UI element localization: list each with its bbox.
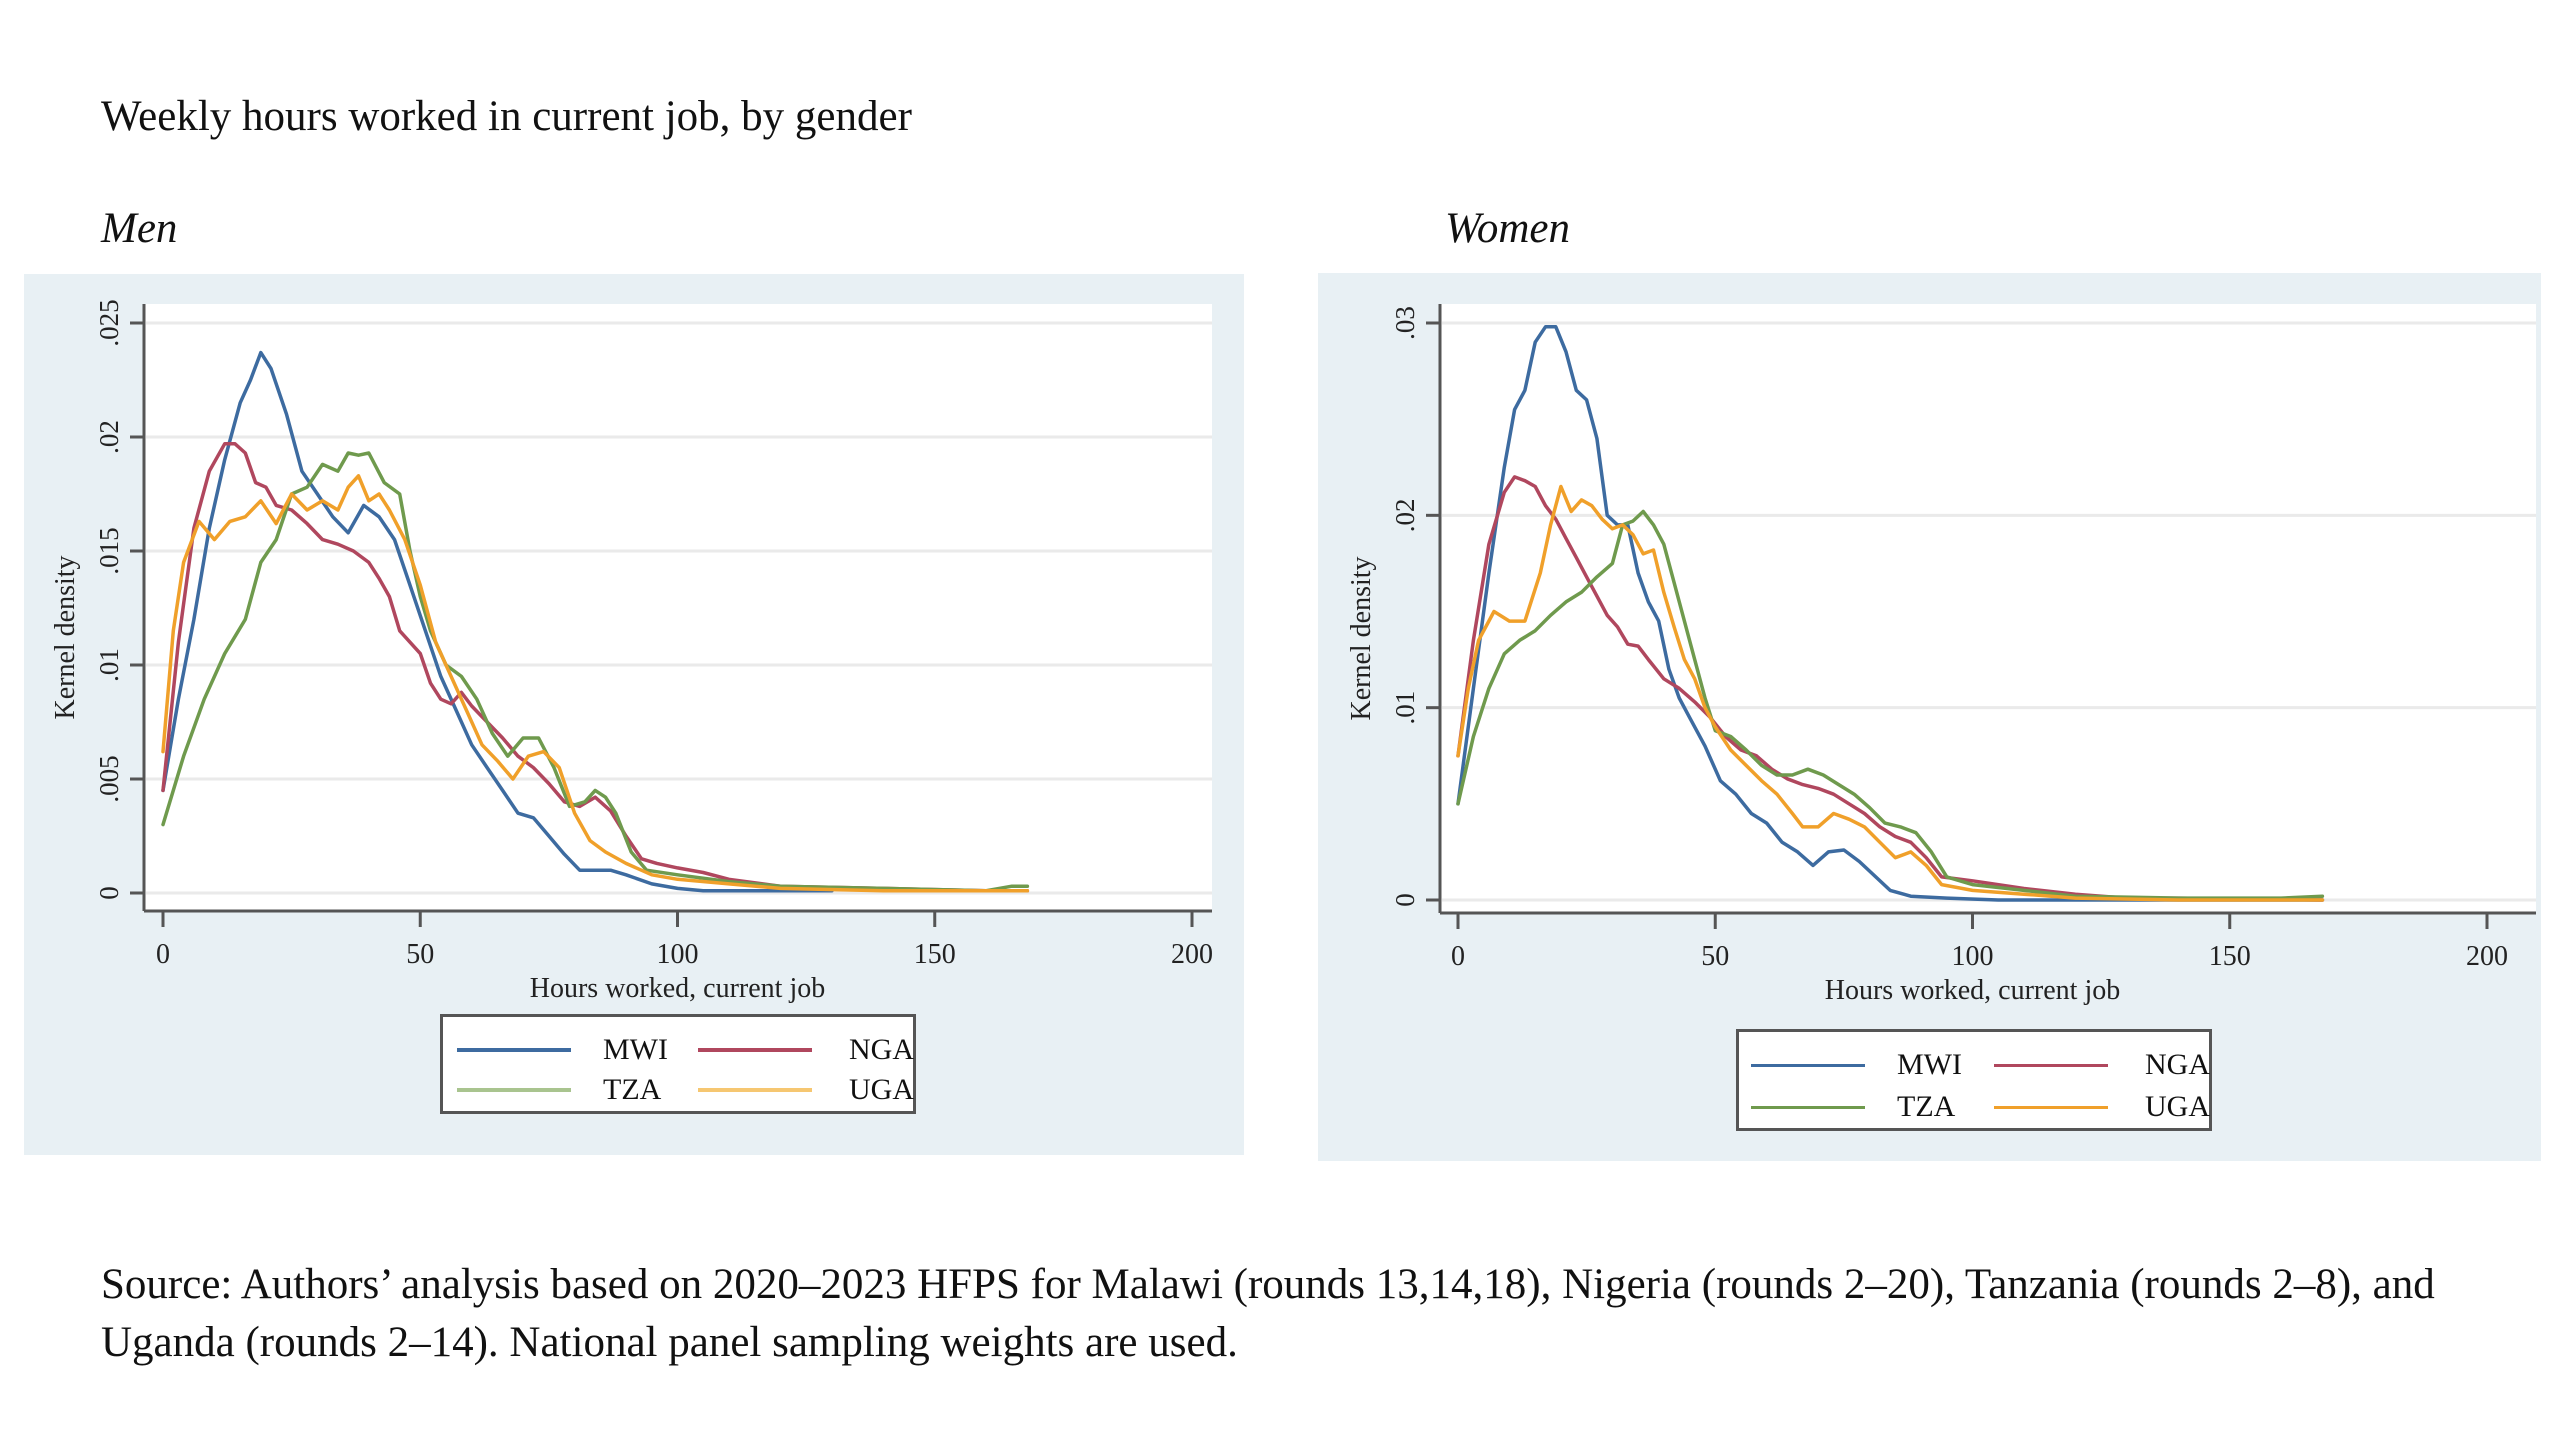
legend-swatch-uga [698,1088,812,1092]
figure-source-note: Source: Authors’ analysis based on 2020–… [101,1261,2435,1366]
legend-item-uga: UGA [1994,1090,2210,1124]
women-legend: MWI NGA TZA UGA [1736,1029,2212,1131]
series-line-tza [1456,509,2325,900]
x-tick-label: 100 [1952,941,1994,972]
legend-item-uga: UGA [698,1073,914,1107]
men-panel-title: Men [101,205,178,252]
legend-label-nga: NGA [2145,1048,2210,1081]
x-tick-label: 50 [406,939,434,970]
y-tick-label: 0 [94,886,124,900]
legend-swatch-mwi [1751,1063,1865,1067]
legend-item-nga: NGA [698,1033,914,1067]
series-line-uga [1456,484,2325,902]
x-tick-label: 150 [914,939,956,970]
legend-swatch-uga [1994,1105,2108,1109]
legend-swatch-mwi [457,1048,571,1052]
figure-title: Weekly hours worked in current job, by g… [101,93,912,140]
y-tick-label: .02 [1390,498,1420,532]
legend-item-mwi: MWI [1751,1048,1967,1082]
y-tick-label: 0 [1390,893,1420,907]
y-axis-title: Kernel density [1346,556,1377,720]
legend-label-uga: UGA [849,1073,914,1106]
x-tick-label: 0 [156,939,170,970]
y-axis-title: Kernel density [50,555,81,719]
x-tick-label: 200 [2466,941,2508,972]
legend-item-tza: TZA [1751,1090,1967,1124]
x-axis-title: Hours worked, current job [1825,975,2120,1006]
legend-label-mwi: MWI [603,1033,668,1066]
plot-area [1440,304,2536,913]
x-tick-label: 50 [1701,941,1729,972]
legend-swatch-tza [1751,1105,1865,1109]
women-chart-panel: 0 .01 .02 .03 0 50 100 150 200 Hours worked, curr… [1318,273,2541,1161]
y-tick-label: .005 [94,755,124,802]
series-line-nga [161,442,1030,893]
legend-swatch-nga [1994,1063,2108,1067]
y-tick-label: .03 [1390,306,1420,340]
legend-item-nga: NGA [1994,1048,2210,1082]
women-chart: 0 .01 .02 .03 0 50 100 150 200 Hours worked, curr… [1346,304,2536,1006]
x-tick-label: 0 [1451,941,1465,972]
legend-label-uga: UGA [2145,1090,2210,1123]
x-axis-title: Hours worked, current job [530,973,825,1004]
series-line-mwi [1456,325,2325,902]
legend-item-tza: TZA [457,1073,673,1107]
legend-label-mwi: MWI [1897,1048,1962,1081]
women-panel-title: Women [1445,205,1571,252]
x-tick-label: 200 [1171,939,1213,970]
y-tick-label: .01 [1390,691,1420,725]
legend-item-mwi: MWI [457,1033,673,1067]
men-legend: MWI NGA TZA UGA [440,1014,916,1114]
y-tick-label: .02 [94,420,124,454]
plot-area [144,304,1212,911]
men-chart: 0 .005 .01 .015 .02 .025 0 50 100 150 200 Hours wor… [50,299,1213,1004]
series-line-uga [161,474,1030,893]
y-tick-label: .025 [94,299,124,346]
y-tick-label: .015 [94,527,124,574]
y-tick-label: .01 [94,648,124,682]
x-tick-label: 100 [657,939,699,970]
men-chart-panel: 0 .005 .01 .015 .02 .025 0 50 100 150 200 Hours wor… [24,274,1244,1155]
x-tick-label: 150 [2209,941,2251,972]
legend-swatch-tza [457,1088,571,1092]
legend-swatch-nga [698,1048,812,1052]
legend-label-tza: TZA [603,1073,662,1106]
legend-label-nga: NGA [849,1033,914,1066]
series-line-tza [161,451,1030,893]
legend-label-tza: TZA [1897,1090,1956,1123]
series-line-mwi [161,350,834,893]
